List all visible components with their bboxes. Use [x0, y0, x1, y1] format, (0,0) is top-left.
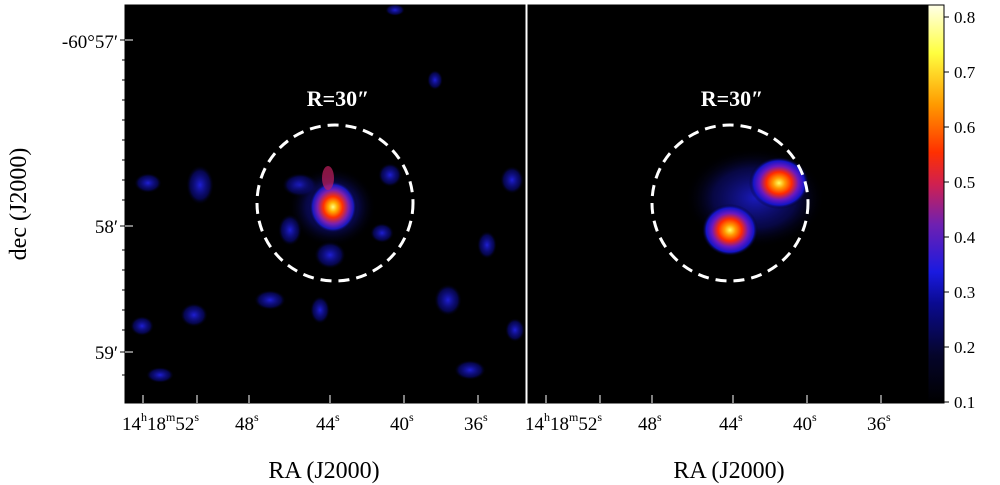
right-image-panel: R=30″	[527, 4, 929, 404]
left-circle-label: R=30″	[307, 86, 370, 111]
x-tick-label: 40s	[390, 410, 414, 435]
left-outer-ticks	[120, 39, 125, 376]
right-circle-label: R=30″	[701, 86, 764, 111]
y-tick-label: -60°57′	[62, 32, 118, 53]
colorbar-tick: 0.5	[954, 173, 975, 192]
y-tick-label: 58′	[95, 217, 118, 238]
x-tick-label: 44s	[316, 410, 340, 435]
x-tick-label: 48s	[638, 410, 662, 435]
left-ticks	[125, 39, 479, 403]
x-tick-label: 14h18m52s	[122, 410, 199, 435]
left-emission-map	[130, 5, 525, 383]
x-tick-label: 36s	[464, 410, 488, 435]
left-aperture-circle	[255, 123, 415, 283]
colorbar-tick: 0.6	[954, 118, 975, 137]
x-tick-label: 14h18m52s	[525, 410, 602, 435]
colorbar-tick: 0.7	[954, 63, 976, 82]
left-x-tick-labels: 14h18m52s 48s 44s 40s 36s	[122, 410, 488, 435]
colorbar-gradient	[927, 4, 945, 404]
right-aperture-circle	[650, 123, 810, 283]
left-image-panel: R=30″	[120, 4, 526, 404]
colorbar-tick: 0.4	[954, 228, 976, 247]
right-model-map	[685, 148, 825, 256]
colorbar-tick: 0.3	[954, 283, 975, 302]
x-tick-label: 36s	[867, 410, 891, 435]
colorbar-tick: 0.8	[954, 8, 975, 27]
colorbar: 0.8 0.7 0.6 0.5 0.4 0.3 0.2 0.1	[927, 4, 976, 412]
y-axis-label: dec (J2000)	[6, 148, 32, 261]
x-tick-label: 48s	[235, 410, 259, 435]
right-ticks	[545, 395, 882, 403]
x-tick-label: 44s	[719, 410, 743, 435]
y-tick-label: 59′	[95, 343, 118, 364]
right-x-axis-label: RA (J2000)	[673, 458, 784, 484]
right-x-tick-labels: 14h18m52s 48s 44s 40s 36s	[525, 410, 891, 435]
colorbar-tick: 0.2	[954, 338, 975, 357]
left-x-axis-label: RA (J2000)	[268, 458, 379, 484]
x-tick-label: 40s	[793, 410, 817, 435]
colorbar-tick: 0.1	[954, 393, 975, 412]
